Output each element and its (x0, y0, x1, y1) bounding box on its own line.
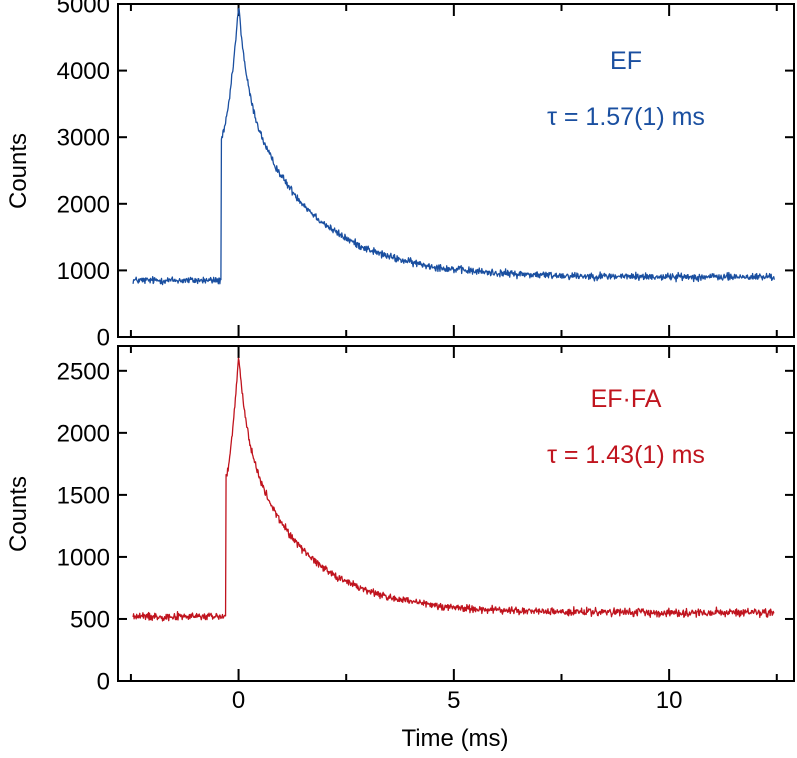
top-ytick-label: 3000 (57, 125, 110, 152)
top-ytick-label: 0 (97, 325, 110, 352)
bottom-ytick-labels: 0 500 1000 1500 2000 2500 (57, 358, 110, 695)
bottom-ytick-label: 2500 (57, 358, 110, 385)
bottom-xtick-label: 10 (656, 687, 683, 714)
bottom-annotation-tau: τ = 1.43(1) ms (547, 441, 705, 469)
xlabel: Time (ms) (401, 725, 508, 752)
top-ytick-label: 4000 (57, 58, 110, 85)
bottom-ytick-label: 0 (97, 669, 110, 696)
bottom-ytick-label: 2000 (57, 420, 110, 447)
bottom-xtick-label: 5 (447, 687, 460, 714)
top-ytick-label: 1000 (57, 258, 110, 285)
top-ytick-label: 2000 (57, 191, 110, 218)
top-ytick-label: 5000 (57, 0, 110, 19)
bottom-xtick-labels: 0 5 10 (232, 687, 683, 714)
bottom-panel: 0 500 1000 1500 2000 2500 0 5 10 Counts … (5, 345, 795, 752)
bottom-ytick-label: 1500 (57, 482, 110, 509)
bottom-ytick-label: 500 (70, 606, 110, 633)
bottom-ylabel: Counts (5, 476, 32, 552)
bottom-ticks (118, 346, 794, 682)
top-plot-frame (117, 3, 795, 338)
bottom-plot-frame (117, 345, 795, 682)
top-annotation-tau: τ = 1.57(1) ms (547, 103, 705, 131)
top-ytick-labels: 0 1000 2000 3000 4000 5000 (57, 0, 110, 352)
top-ticks (118, 3, 794, 338)
series-line-ef (132, 7, 775, 286)
bottom-ytick-label: 1000 (57, 544, 110, 571)
series-line-ef-fa (132, 357, 775, 622)
top-annotation-name: EF (610, 47, 642, 75)
top-ylabel: Counts (5, 133, 32, 209)
bottom-annotation-name: EF·FA (591, 385, 662, 413)
top-panel: 0 1000 2000 3000 4000 5000 Counts EF τ =… (5, 0, 795, 352)
bottom-xtick-label: 0 (232, 687, 245, 714)
